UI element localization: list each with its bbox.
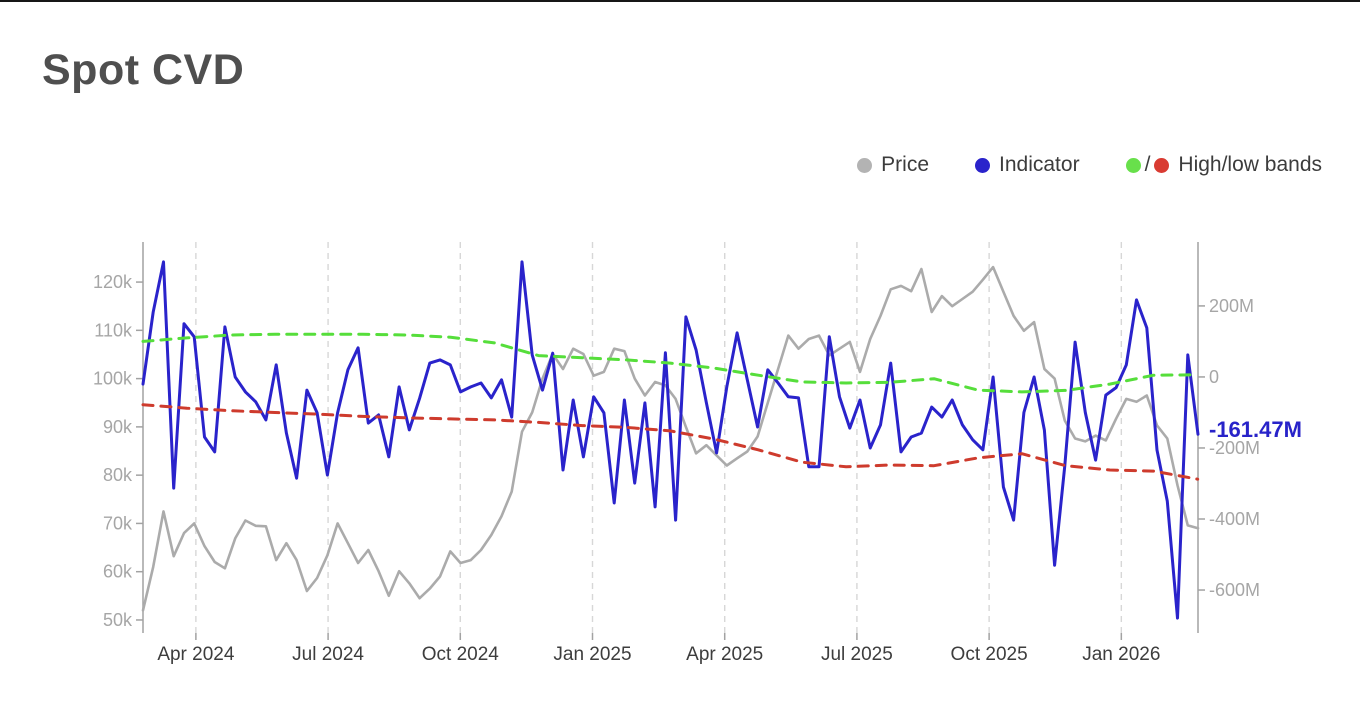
x-tick-label: Jan 2026 — [1082, 644, 1160, 665]
window-top-border — [0, 0, 1360, 2]
price-tick-label: 100k — [93, 369, 133, 389]
high-band-legend-dot — [1125, 157, 1141, 173]
price-tick-label: 90k — [103, 417, 133, 437]
price-tick-label: 120k — [93, 272, 133, 292]
price-tick-label: 70k — [103, 513, 133, 533]
x-tick-label: Apr 2024 — [157, 644, 235, 665]
indicator-tick-label: 0 — [1209, 367, 1219, 387]
page-title: Spot CVD — [42, 46, 245, 94]
indicator-tick-label: -600M — [1209, 580, 1260, 600]
x-tick-label: Apr 2025 — [686, 644, 763, 665]
indicator-legend-label: Indicator — [999, 153, 1080, 176]
price-legend-label: Price — [881, 153, 930, 176]
indicator-line[interactable] — [141, 260, 1200, 620]
x-tick-label: Jul 2025 — [821, 644, 893, 665]
x-tick-label: Oct 2025 — [951, 644, 1028, 665]
x-tick-label: Jan 2025 — [553, 644, 631, 665]
price-tick-label: 80k — [103, 465, 133, 485]
high_band-line[interactable] — [141, 332, 1200, 394]
bands-legend-label: High/low bands — [1178, 153, 1322, 176]
x-tick-label: Oct 2024 — [422, 644, 500, 665]
legend-item-price[interactable]: Price — [857, 153, 929, 177]
legend-item-indicator[interactable]: Indicator — [975, 153, 1080, 177]
price-legend-dot — [857, 157, 873, 173]
low_band-line[interactable] — [141, 403, 1200, 481]
price-tick-label: 60k — [103, 562, 133, 582]
indicator-tick-label: 200M — [1209, 296, 1254, 316]
indicator-current-value: -161.47M — [1209, 417, 1302, 442]
price-tick-label: 110k — [94, 320, 133, 340]
indicator-tick-label: -200M — [1209, 438, 1260, 458]
chart-legend: Price Indicator / High/low bands — [857, 153, 1322, 177]
price-line[interactable] — [141, 265, 1200, 612]
indicator-legend-dot — [975, 157, 991, 173]
price-tick-label: 50k — [103, 610, 133, 630]
x-tick-label: Jul 2024 — [292, 644, 364, 665]
bands-separator: / — [1144, 153, 1151, 176]
legend-item-bands[interactable]: / High/low bands — [1125, 153, 1322, 177]
indicator-tick-label: -400M — [1209, 509, 1260, 529]
low-band-legend-dot — [1154, 157, 1170, 173]
